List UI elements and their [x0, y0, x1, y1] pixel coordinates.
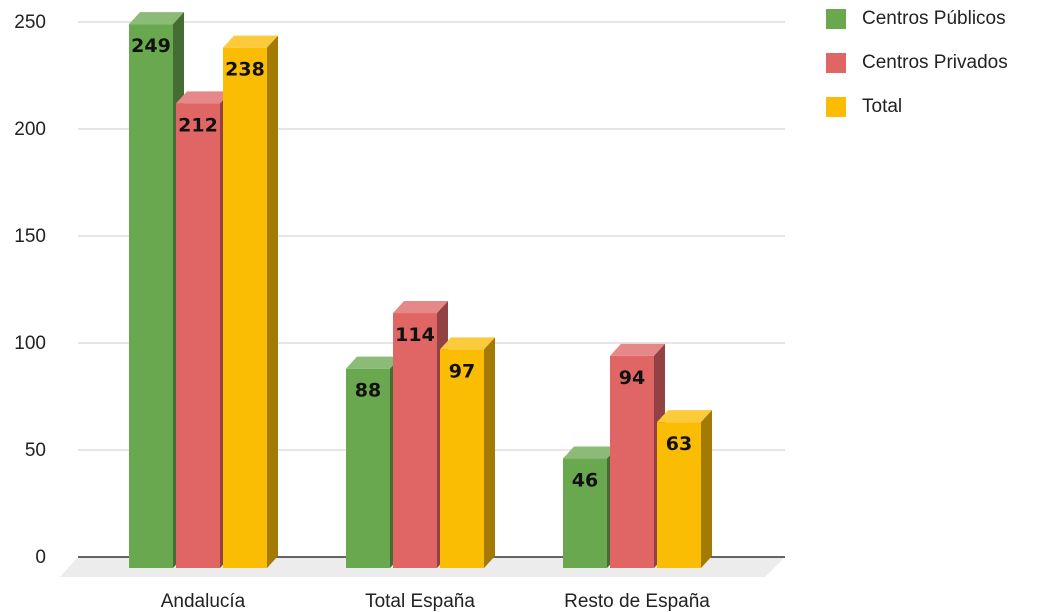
bar: 114	[393, 301, 448, 568]
bar-top	[393, 301, 448, 314]
bar-front	[129, 24, 173, 568]
bar: 88	[346, 356, 401, 568]
bar-top	[129, 12, 184, 25]
legend-label: Centros Privados	[862, 52, 1008, 73]
x-category-label: Resto de España	[564, 591, 710, 612]
legend-label: Centros Públicos	[862, 8, 1006, 29]
bar-top	[610, 343, 665, 356]
data-label: 63	[666, 433, 692, 455]
data-label: 249	[131, 35, 171, 57]
bar-side	[267, 35, 278, 569]
legend-item: Total	[826, 96, 1008, 118]
legend: Centros Públicos Centros Privados Total	[826, 8, 1008, 140]
legend-item: Centros Públicos	[826, 8, 1008, 30]
y-tick-label: 100	[14, 333, 46, 354]
x-category-label: Total España	[365, 591, 475, 612]
y-tick-label: 0	[35, 547, 46, 568]
bar-side	[484, 337, 495, 568]
data-label: 88	[355, 380, 381, 402]
data-label: 97	[449, 360, 475, 382]
y-tick-label: 150	[14, 226, 46, 247]
y-tick-label: 200	[14, 119, 46, 140]
data-label: 238	[225, 59, 265, 81]
bar-front	[393, 313, 437, 568]
bar: 238	[223, 35, 278, 569]
x-axis-categories: Andalucía Total España Resto de España	[161, 591, 711, 612]
bar-front	[563, 458, 607, 568]
bar-top	[563, 446, 618, 459]
bar-side	[701, 410, 712, 568]
bar-front	[176, 103, 220, 568]
bar: 63	[657, 410, 712, 568]
bar-front	[223, 47, 267, 569]
bars: 249 212 238 88 114 97 46 94 63	[129, 12, 712, 569]
bar: 249	[129, 12, 184, 568]
data-label: 94	[619, 367, 645, 389]
bar-top	[223, 35, 278, 48]
y-axis-ticks: 0 50 100 150 200 250	[14, 12, 46, 568]
bar-front	[346, 368, 390, 568]
y-tick-label: 50	[25, 440, 46, 461]
bar-top	[440, 337, 495, 350]
data-label: 114	[395, 324, 435, 346]
legend-label: Total	[862, 96, 903, 117]
data-label: 212	[178, 114, 218, 136]
bar: 212	[176, 91, 231, 568]
legend-item: Centros Privados	[826, 52, 1008, 74]
bar: 94	[610, 343, 665, 568]
x-category-label: Andalucía	[161, 591, 246, 612]
legend-swatch	[826, 97, 846, 117]
bar-front	[657, 422, 701, 568]
y-tick-label: 250	[14, 12, 46, 33]
bar-top	[346, 356, 401, 369]
bar-front	[610, 355, 654, 568]
bar: 97	[440, 337, 495, 568]
bar-front	[440, 349, 484, 568]
data-label: 46	[572, 470, 598, 492]
legend-swatch	[826, 9, 846, 29]
bar: 46	[563, 446, 618, 568]
bar-top	[176, 91, 231, 104]
legend-swatch	[826, 53, 846, 73]
bar-top	[657, 410, 712, 423]
